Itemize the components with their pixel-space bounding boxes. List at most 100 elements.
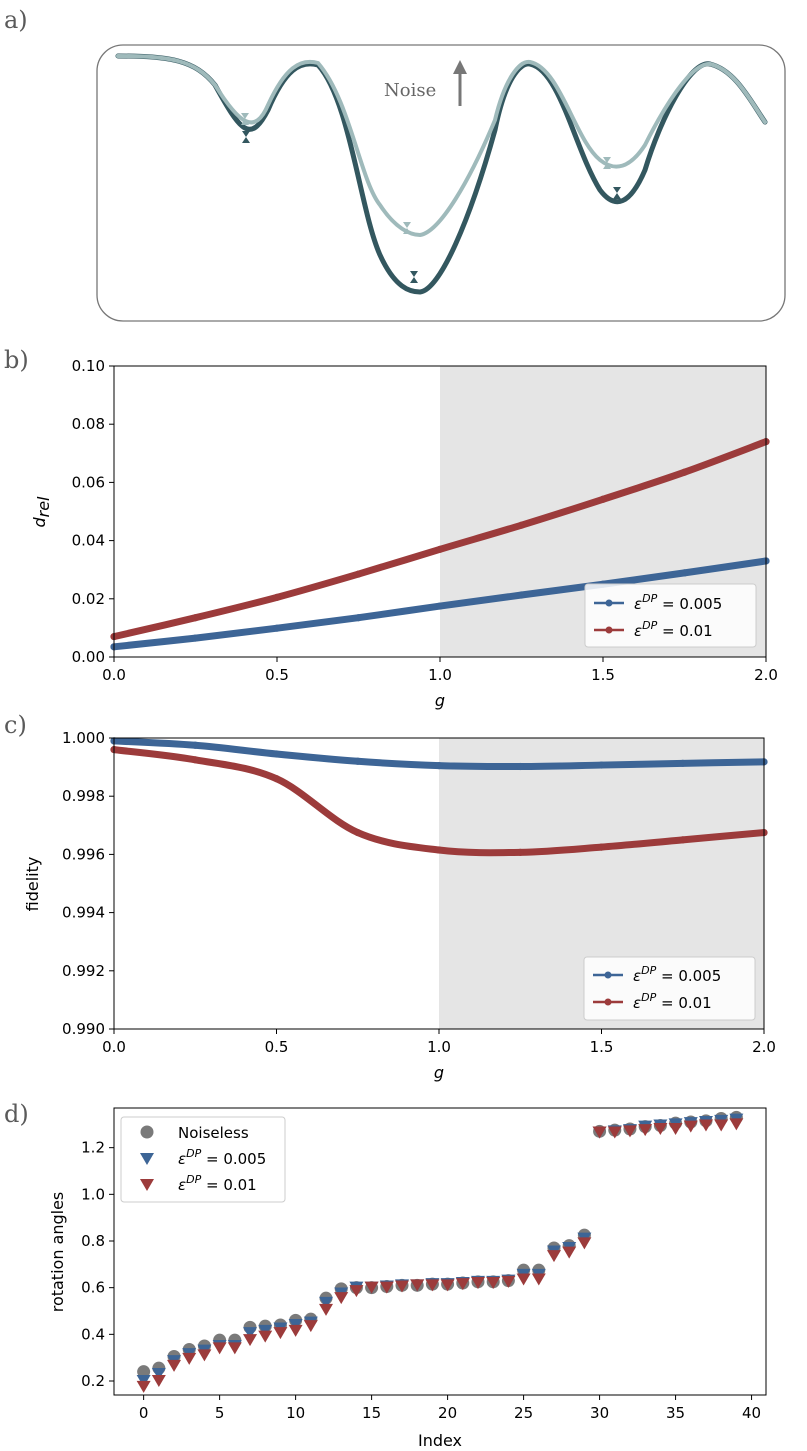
- panel-c-legend-dot-1: [604, 998, 612, 1006]
- panel-b-ytick-label-5: 0.10: [72, 357, 105, 375]
- panel-d-xtick-label-4: 20: [438, 1404, 457, 1422]
- panel-c-ytick-label-5: 1.000: [62, 729, 105, 747]
- panel-b-legend-label-0: εDP = 0.005: [634, 592, 722, 613]
- panel-d-red-point-18: [410, 1279, 425, 1292]
- panel-b-legend-label-1: εDP = 0.01: [634, 619, 713, 640]
- panel-c-legend: εDP = 0.005 εDP = 0.01: [583, 956, 756, 1021]
- panel-c-xtick-label-3: 1.5: [590, 1038, 614, 1056]
- panel-d-legend-marker-0: [140, 1125, 154, 1139]
- minimum-marker-dark-1: [242, 131, 250, 143]
- panel-c-ytick-label-2: 0.994: [62, 904, 105, 922]
- panel-c-series-1-point-7: [679, 836, 687, 844]
- panel-d-legend-marker-2: [140, 1179, 154, 1191]
- panel-d-xtick-label-1: 5: [215, 1404, 225, 1422]
- panel-c-series-1-point-5: [516, 848, 524, 856]
- panel-b-series-0-point-7: [680, 569, 689, 577]
- panel-b-ytick-label-4: 0.08: [72, 415, 105, 433]
- panel-b-series-1-point-1: [191, 614, 200, 622]
- panel-d-red-point-29: [577, 1237, 592, 1250]
- noiseless-energy-curve: [116, 54, 767, 238]
- panel-d-legend-box: [120, 1116, 286, 1203]
- panel-c-series-0-point-5: [516, 762, 524, 771]
- panel-d-xlabel: Index: [418, 1431, 462, 1450]
- panel-d-ytick-label-3: 0.8: [81, 1232, 105, 1250]
- panel-b-series-0-point-4: [436, 602, 444, 610]
- panel-d-red-point-35: [668, 1123, 683, 1135]
- panel-b-series-0-point-5: [517, 591, 526, 599]
- noise-label: Noise: [384, 80, 436, 101]
- panel-c-xtick-label-2: 1.0: [427, 1038, 451, 1056]
- panel-c-series-1-point-6: [597, 843, 606, 851]
- panel-b-series-1-point-4: [436, 545, 444, 553]
- panel-d: d) 0 5 10 15 20 25 30 35 40 0.2 0.4 0.6 0.8 1.0 1.2 I…: [4, 1100, 767, 1450]
- panel-b-ytick-label-3: 0.06: [72, 473, 105, 491]
- minimum-marker-light-2: [403, 222, 411, 234]
- panel-d-red-point-25: [516, 1273, 531, 1286]
- panel-b-legend-dot-0: [605, 599, 613, 607]
- panel-c-xtick-label-1: 0.5: [265, 1038, 289, 1056]
- panel-b-ytick-label-1: 0.02: [72, 590, 105, 608]
- panel-d-legend: Noiseless εDP = 0.005 εDP = 0.01: [120, 1116, 286, 1203]
- panel-c-ytick-label-0: 0.990: [62, 1020, 105, 1038]
- panel-d-ytick-label-4: 1.0: [81, 1185, 105, 1203]
- noise-arrow-head: [453, 60, 467, 74]
- panel-c-ylabel: fidelity: [23, 857, 42, 912]
- panel-d-red-point-8: [258, 1330, 273, 1343]
- panel-c-xtick-label-0: 0.0: [102, 1038, 126, 1056]
- panel-b-ylabel: drel: [30, 496, 53, 528]
- panel-d-red-point-23: [486, 1277, 501, 1289]
- minimum-marker-dark-3: [613, 187, 621, 199]
- panel-c-xlabel: g: [434, 1063, 444, 1082]
- panel-b-ylabel-sub: rel: [34, 496, 53, 517]
- panel-d-xtick-label-3: 15: [362, 1404, 381, 1422]
- panel-c-xtick-label-4: 2.0: [752, 1038, 776, 1056]
- panel-d-red-point-6: [227, 1342, 242, 1355]
- panel-d-red-point-17: [395, 1280, 410, 1293]
- minimum-marker-light-3: [603, 157, 611, 169]
- panel-c-series-0-point-3: [354, 757, 362, 765]
- panel-d-blue-point-1: [151, 1368, 166, 1380]
- panel-b-xlabel: g: [435, 691, 445, 710]
- panel-d-blue-point-7: [243, 1327, 258, 1340]
- panel-d-xtick-label-5: 25: [514, 1404, 533, 1422]
- panel-d-red-point-19: [425, 1279, 440, 1292]
- panel-d-red-point-11: [303, 1320, 318, 1333]
- panel-d-red-point-26: [531, 1273, 546, 1286]
- panel-d-red-point-21: [455, 1278, 470, 1291]
- panel-d-red-point-10: [288, 1324, 303, 1337]
- panel-c-letter: c): [4, 711, 27, 739]
- panel-d-red-point-13: [334, 1292, 349, 1305]
- panel-d-blue-point-12: [319, 1296, 334, 1309]
- panel-b-xtick-label-1: 0.5: [265, 666, 289, 684]
- panel-c-series-0-point-1: [191, 741, 199, 749]
- panel-c-ytick-label-3: 0.996: [62, 845, 105, 863]
- panel-d-red-point-33: [638, 1124, 653, 1137]
- panel-a-letter: a): [4, 6, 28, 34]
- panel-d-ytick-label-1: 0.4: [81, 1325, 105, 1343]
- panel-d-red-point-36: [683, 1120, 698, 1133]
- panel-d-gray-point-0: [137, 1365, 151, 1379]
- panel-d-red-point-22: [470, 1277, 485, 1289]
- panel-d-red-point-34: [653, 1123, 668, 1135]
- panel-b-legend-dot-1: [605, 626, 613, 634]
- minimum-marker-dark-2: [410, 271, 418, 283]
- panel-d-red-point-37: [698, 1119, 713, 1132]
- panel-d-red-point-7: [243, 1334, 258, 1347]
- panel-b-series-1-point-3: [354, 570, 363, 578]
- panel-d-red-point-28: [562, 1246, 577, 1259]
- panel-b-ylabel-main: d: [30, 517, 49, 528]
- panel-d-red-point-5: [212, 1342, 227, 1355]
- panel-d-xtick-label-7: 35: [666, 1404, 685, 1422]
- panel-d-red-point-38: [714, 1119, 729, 1132]
- panel-d-axes-frame: [113, 1107, 767, 1396]
- panel-c-series-0-point-7: [679, 759, 687, 767]
- panel-c-legend-label-1: εDP = 0.01: [633, 991, 712, 1012]
- panel-d-ytick-label-2: 0.6: [81, 1279, 105, 1297]
- panel-c-series-0-point-6: [597, 761, 606, 769]
- panel-b-series-0-point-3: [354, 614, 363, 622]
- panel-d-ytick-label-5: 1.2: [81, 1139, 105, 1157]
- panel-b-ytick-label-2: 0.04: [72, 532, 105, 550]
- panel-d-xtick-label-0: 0: [139, 1404, 149, 1422]
- panel-c-legend-box: [583, 956, 756, 1021]
